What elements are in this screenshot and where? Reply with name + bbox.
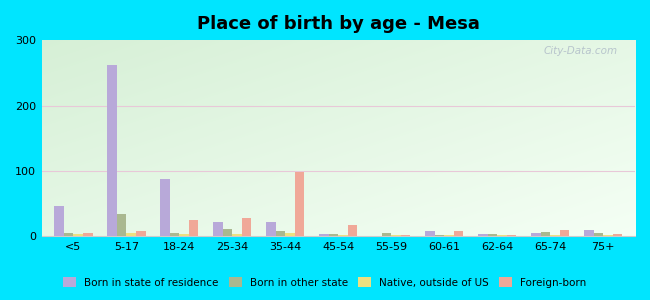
Bar	[276, 231, 285, 236]
Bar	[401, 235, 410, 236]
Bar	[391, 235, 401, 236]
Bar	[613, 235, 622, 236]
Bar	[551, 235, 560, 236]
Bar	[285, 233, 295, 236]
Bar	[179, 235, 189, 236]
Bar	[266, 222, 276, 236]
Bar	[73, 235, 83, 236]
Bar	[127, 233, 136, 236]
Bar	[603, 235, 613, 236]
Bar	[161, 179, 170, 236]
Bar	[488, 235, 497, 236]
Bar	[507, 235, 516, 236]
Bar	[213, 222, 223, 236]
Bar	[329, 235, 339, 236]
Bar	[55, 206, 64, 236]
Bar	[593, 233, 603, 236]
Bar	[425, 231, 435, 236]
Bar	[64, 233, 73, 236]
Bar	[584, 230, 593, 236]
Bar	[117, 214, 127, 236]
Bar	[107, 65, 117, 236]
Bar	[319, 235, 329, 236]
Bar	[454, 231, 463, 236]
Bar	[497, 235, 507, 236]
Bar	[189, 220, 198, 236]
Bar	[382, 233, 391, 236]
Text: City-Data.com: City-Data.com	[543, 46, 618, 56]
Bar	[83, 233, 92, 236]
Bar	[339, 235, 348, 236]
Bar	[560, 230, 569, 236]
Legend: Born in state of residence, Born in other state, Native, outside of US, Foreign-: Born in state of residence, Born in othe…	[59, 273, 591, 292]
Bar	[348, 225, 358, 236]
Bar	[242, 218, 252, 236]
Bar	[435, 235, 445, 236]
Bar	[478, 235, 488, 236]
Bar	[445, 235, 454, 236]
Bar	[233, 235, 242, 236]
Title: Place of birth by age - Mesa: Place of birth by age - Mesa	[197, 15, 480, 33]
Bar	[295, 172, 304, 236]
Bar	[223, 229, 233, 236]
Bar	[541, 232, 551, 236]
Bar	[170, 233, 179, 236]
Bar	[136, 231, 146, 236]
Bar	[531, 233, 541, 236]
